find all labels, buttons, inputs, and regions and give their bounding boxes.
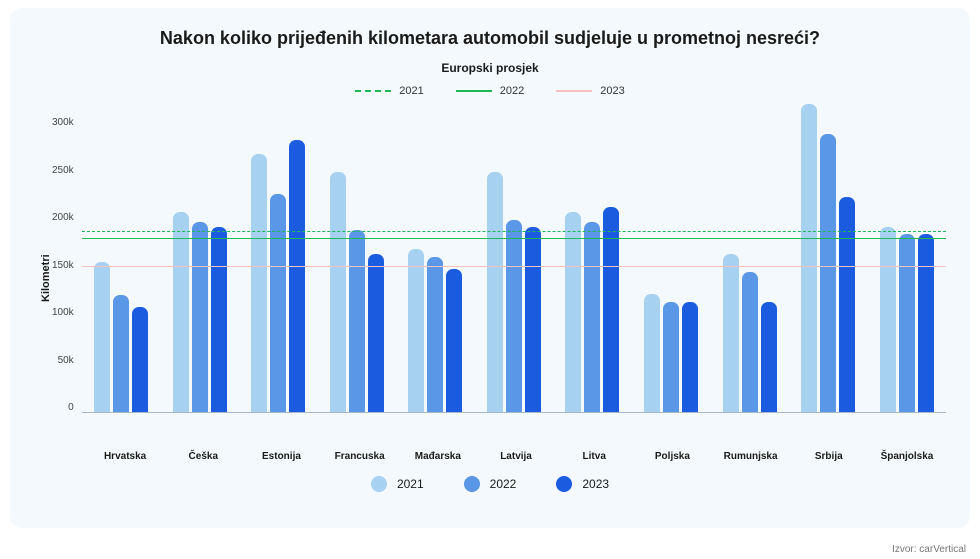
bar: [723, 254, 739, 412]
y-tick: 50k: [52, 355, 74, 366]
y-tick: 200k: [52, 212, 74, 223]
bar: [192, 222, 208, 412]
legend-series-2021: 2021: [371, 476, 424, 492]
bar: [368, 254, 384, 412]
y-tick: 300k: [52, 117, 74, 128]
x-axis-labels: HrvatskaČeškaEstonijaFrancuskaMađarskaLa…: [86, 451, 946, 462]
bar: [211, 227, 227, 412]
x-tick-label: Litva: [555, 451, 633, 462]
reference-line: [82, 266, 946, 267]
bar-group: [82, 262, 161, 412]
x-tick-label: Češka: [164, 451, 242, 462]
bar: [899, 234, 915, 412]
bar-group: [317, 172, 396, 412]
chart-container: Nakon koliko prijeđenih kilometara autom…: [10, 8, 970, 528]
legend-line-light-icon: [556, 90, 592, 92]
chart-subtitle: Europski prosjek: [34, 61, 946, 75]
x-tick-label: Rumunjska: [712, 451, 790, 462]
legend-series-2023: 2023: [556, 476, 609, 492]
y-axis-label: Kilometri: [34, 113, 52, 443]
bar: [918, 234, 934, 412]
bar: [682, 302, 698, 412]
bar: [446, 269, 462, 412]
x-tick-label: Francuska: [321, 451, 399, 462]
y-tick: 250k: [52, 165, 74, 176]
x-tick-label: Španjolska: [868, 451, 946, 462]
bar: [270, 194, 286, 412]
bar: [839, 197, 855, 412]
source-text: Izvor: carVertical: [892, 544, 966, 555]
bar-group: [710, 254, 789, 412]
x-tick-label: Mađarska: [399, 451, 477, 462]
legend-reference-lines: 2021 2022 2023: [34, 85, 946, 97]
legend-ref-label: 2023: [600, 85, 624, 97]
legend-ref-2023: 2023: [556, 85, 624, 97]
legend-series-label: 2022: [490, 477, 517, 491]
bar-group: [867, 227, 946, 412]
x-tick-label: Hrvatska: [86, 451, 164, 462]
legend-series-label: 2023: [582, 477, 609, 491]
bar: [113, 295, 129, 412]
bar-group: [789, 104, 868, 412]
x-tick-label: Srbija: [790, 451, 868, 462]
legend-ref-2021: 2021: [355, 85, 423, 97]
bar: [820, 134, 836, 412]
chart-body: Kilometri 0 50k 100k 150k 200k 250k 300k: [34, 113, 946, 443]
legend-series-2022: 2022: [464, 476, 517, 492]
bar-group: [475, 172, 554, 412]
x-tick-label: Latvija: [477, 451, 555, 462]
bar-group: [632, 294, 711, 412]
bar-group: [396, 249, 475, 412]
bar: [289, 140, 305, 412]
bar: [173, 212, 189, 412]
bar: [761, 302, 777, 412]
y-tick: 0: [52, 402, 74, 413]
legend-line-solid-icon: [456, 90, 492, 92]
swatch-icon: [556, 476, 572, 492]
bar-groups: [82, 113, 946, 412]
bar: [565, 212, 581, 412]
chart-title: Nakon koliko prijeđenih kilometara autom…: [34, 28, 946, 49]
legend-ref-label: 2022: [500, 85, 524, 97]
bar: [349, 230, 365, 412]
legend-series: 2021 2022 2023: [34, 476, 946, 492]
legend-ref-2022: 2022: [456, 85, 524, 97]
bar-group: [160, 212, 239, 412]
swatch-icon: [371, 476, 387, 492]
bar: [132, 307, 148, 412]
y-tick: 150k: [52, 260, 74, 271]
reference-line: [82, 238, 946, 239]
bar: [251, 154, 267, 412]
bar: [663, 302, 679, 412]
bar: [801, 104, 817, 412]
bar: [525, 227, 541, 412]
reference-line: [82, 231, 946, 232]
plot-area: [82, 113, 946, 413]
bar-group: [239, 140, 318, 412]
swatch-icon: [464, 476, 480, 492]
y-axis-ticks: 0 50k 100k 150k 200k 250k 300k: [52, 113, 82, 413]
bar: [584, 222, 600, 412]
legend-ref-label: 2021: [399, 85, 423, 97]
bar: [427, 257, 443, 412]
legend-series-label: 2021: [397, 477, 424, 491]
bar: [742, 272, 758, 412]
bar: [644, 294, 660, 412]
y-tick: 100k: [52, 307, 74, 318]
bar: [506, 220, 522, 412]
bar: [487, 172, 503, 412]
bar: [880, 227, 896, 412]
legend-line-dashed-icon: [355, 90, 391, 92]
x-tick-label: Estonija: [242, 451, 320, 462]
x-tick-label: Poljska: [633, 451, 711, 462]
bar: [94, 262, 110, 412]
bar: [408, 249, 424, 412]
bar: [330, 172, 346, 412]
